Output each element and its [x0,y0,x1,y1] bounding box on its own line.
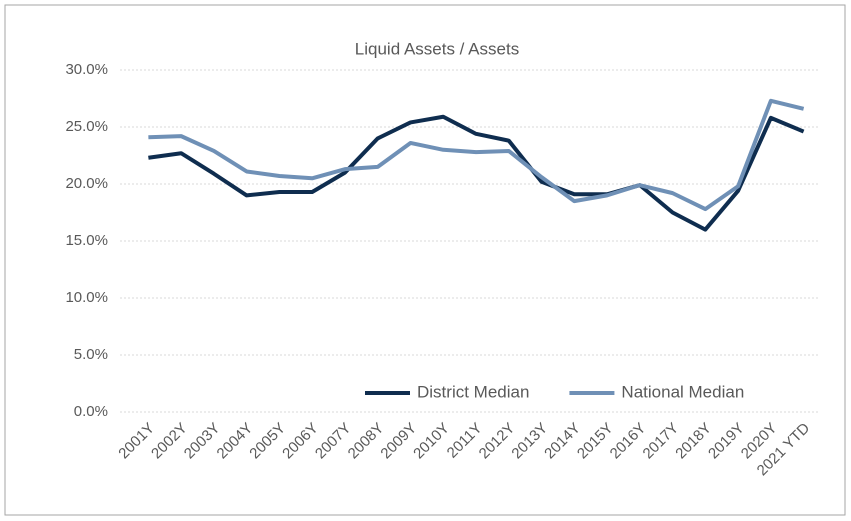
y-tick-label: 15.0% [65,232,108,249]
y-tick-label: 20.0% [65,175,108,192]
legend-label: National Median [621,382,744,401]
y-tick-label: 30.0% [65,61,108,78]
data-line [148,114,805,232]
chart-border [4,4,846,516]
chart-title: Liquid Assets / Assets [355,39,519,58]
legend-label: District Median [417,382,529,401]
y-tick-label: 5.0% [74,346,108,363]
y-tick-label: 25.0% [65,118,108,135]
y-tick-label: 0.0% [74,403,108,420]
y-tick-label: 10.0% [65,289,108,306]
data-line [148,98,805,212]
